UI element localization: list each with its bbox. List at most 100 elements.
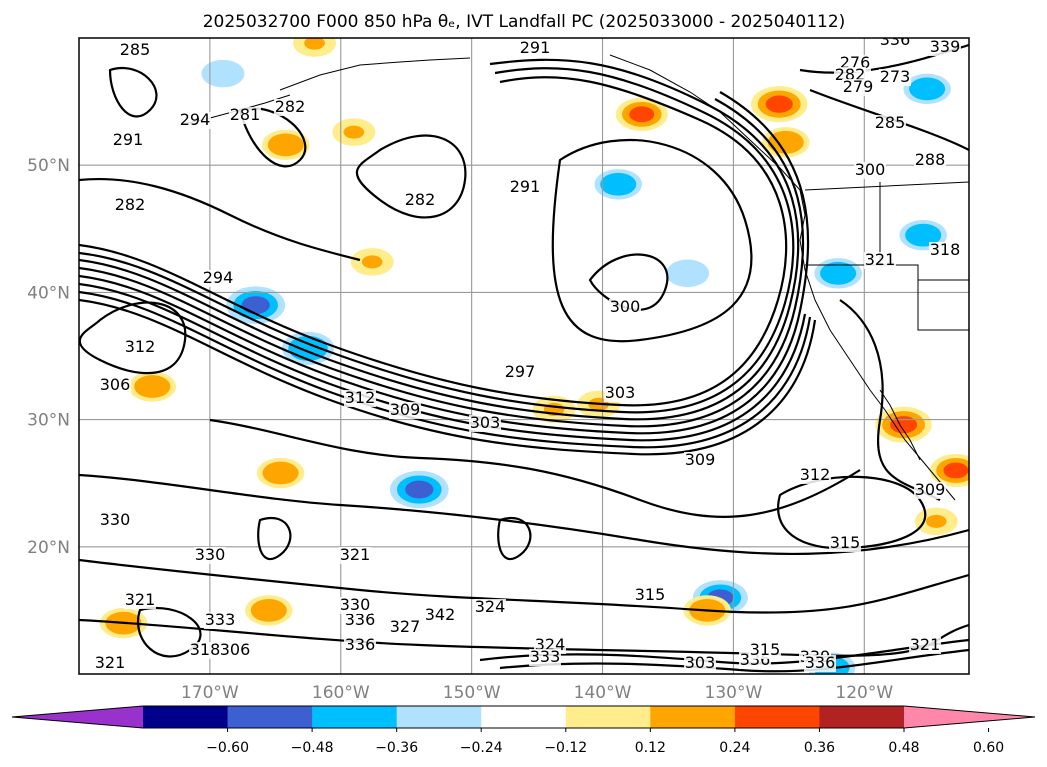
- shaded-region-core: [889, 416, 918, 434]
- lon-tick-label: 130°W: [705, 683, 763, 703]
- contour-label-bg: [519, 40, 551, 57]
- colorbar-tick-label: 0.36: [804, 740, 835, 756]
- contour-label: 306: [220, 640, 251, 659]
- contour-line: [79, 67, 795, 414]
- contour-label: 318: [190, 640, 221, 659]
- contour-label-bg: [529, 649, 561, 666]
- contour-label-bg: [504, 364, 536, 381]
- contour-label: 297: [505, 362, 536, 381]
- contour-label: 321: [910, 635, 941, 654]
- contour-label: 336: [345, 635, 376, 654]
- contour-label: 330: [100, 510, 131, 529]
- colorbar-segment: [143, 706, 229, 728]
- lat-tick-label: 40°N: [27, 283, 70, 303]
- contour-label-bg: [94, 655, 126, 672]
- colorbar-tick-label: −0.24: [460, 740, 503, 756]
- contour-label-bg: [749, 642, 781, 659]
- shaded-region-core: [677, 266, 698, 280]
- contour-label-bg: [99, 512, 131, 529]
- contour-label: 333: [530, 647, 561, 666]
- colorbar-tick-label: 0.24: [719, 740, 750, 756]
- gridlines: [79, 38, 969, 674]
- contour-line: [79, 98, 805, 428]
- contour-label: 279: [843, 77, 874, 96]
- lon-tick-label: 160°W: [312, 683, 370, 703]
- state-border: [804, 181, 969, 191]
- contour-label-bg: [609, 299, 641, 316]
- contour-line: [108, 67, 158, 118]
- colorbar-segment: [819, 706, 905, 728]
- contour-label-bg: [829, 535, 861, 552]
- contour-label-bg: [929, 242, 961, 259]
- colorbar-segment: [312, 706, 398, 728]
- contour-label-bg: [604, 385, 636, 402]
- contour-label: 303: [605, 383, 636, 402]
- contour-label-bg: [804, 655, 836, 672]
- contour-line: [79, 91, 810, 435]
- lat-tick-label: 50°N: [27, 156, 70, 176]
- contour-label-bg: [474, 599, 506, 616]
- contour-label: 321: [865, 250, 896, 269]
- contour-label: 294: [203, 268, 234, 287]
- contour-label-bg: [389, 619, 421, 636]
- contour-label: 291: [510, 177, 541, 196]
- longitude-labels: 170°W 160°W 150°W 140°W 130°W 120°W: [181, 683, 893, 703]
- contour-label-bg: [424, 607, 456, 624]
- contour-label-bg: [469, 415, 501, 432]
- contour-label-bg: [842, 79, 874, 96]
- contour-line: [551, 138, 753, 343]
- contour-label-bg: [189, 642, 221, 659]
- contour-label: 339: [930, 37, 961, 56]
- contour-line: [257, 517, 292, 561]
- contour-label-bg: [879, 38, 911, 49]
- contour-label-bg: [874, 115, 906, 132]
- map-background: [79, 38, 969, 674]
- contour-label-bg: [274, 99, 306, 116]
- contour-label-bg: [909, 637, 941, 654]
- contour-label-bg: [114, 197, 146, 214]
- shaded-region-core: [826, 266, 850, 281]
- colorbar-tick-label: −0.12: [544, 740, 587, 756]
- contour-label-bg: [879, 69, 911, 86]
- latitude-labels: 50°N 40°N 30°N 20°N: [27, 156, 70, 558]
- map-frame: [78, 37, 970, 675]
- colorbar: [11, 705, 1036, 732]
- colorbar-segment: [650, 706, 736, 728]
- colorbar-tick-label: 0.12: [635, 740, 666, 756]
- colorbar-tick-label: 0.48: [888, 740, 919, 756]
- coastline: [879, 389, 921, 461]
- contour-line: [209, 418, 861, 518]
- contour-label: 318: [930, 240, 961, 259]
- contour-label: 312: [125, 337, 156, 356]
- contour-line: [355, 134, 467, 219]
- contour-label-bg: [854, 162, 886, 179]
- contour-label: 282: [115, 195, 146, 214]
- coastline: [279, 57, 471, 91]
- contour-label: 312: [800, 465, 831, 484]
- contour-label: 327: [390, 617, 421, 636]
- contour-label-bg: [339, 547, 371, 564]
- colorbar-tick-label: 0.60: [973, 740, 1004, 756]
- contour-label: 288: [915, 150, 946, 169]
- lon-tick-label: 120°W: [835, 683, 893, 703]
- contour-label: 315: [830, 533, 861, 552]
- contour-label: 309: [685, 450, 716, 469]
- contour-label: 321: [340, 545, 371, 564]
- contour-label-bg: [344, 637, 376, 654]
- colorbar-outline: [11, 705, 1036, 729]
- contour-label: 309: [915, 480, 946, 499]
- shaded-region-core: [943, 462, 969, 479]
- contour-label-bg: [99, 377, 131, 394]
- shaded-region-core: [405, 480, 434, 499]
- contour-label-bg: [344, 612, 376, 629]
- contour-label: 300: [855, 160, 886, 179]
- contour-label-bg: [124, 339, 156, 356]
- contour-label: 330: [195, 545, 226, 564]
- contour-label-bg: [684, 655, 716, 672]
- colorbar-tick-labels: −0.60 −0.48 −0.36 −0.24 −0.12 0.12 0.24 0.36 0.4…: [206, 740, 1004, 756]
- contour-label-bg: [344, 390, 376, 407]
- contour-label-bg: [202, 270, 234, 287]
- contour-label: 306: [100, 375, 131, 394]
- shaded-region-core: [269, 465, 292, 481]
